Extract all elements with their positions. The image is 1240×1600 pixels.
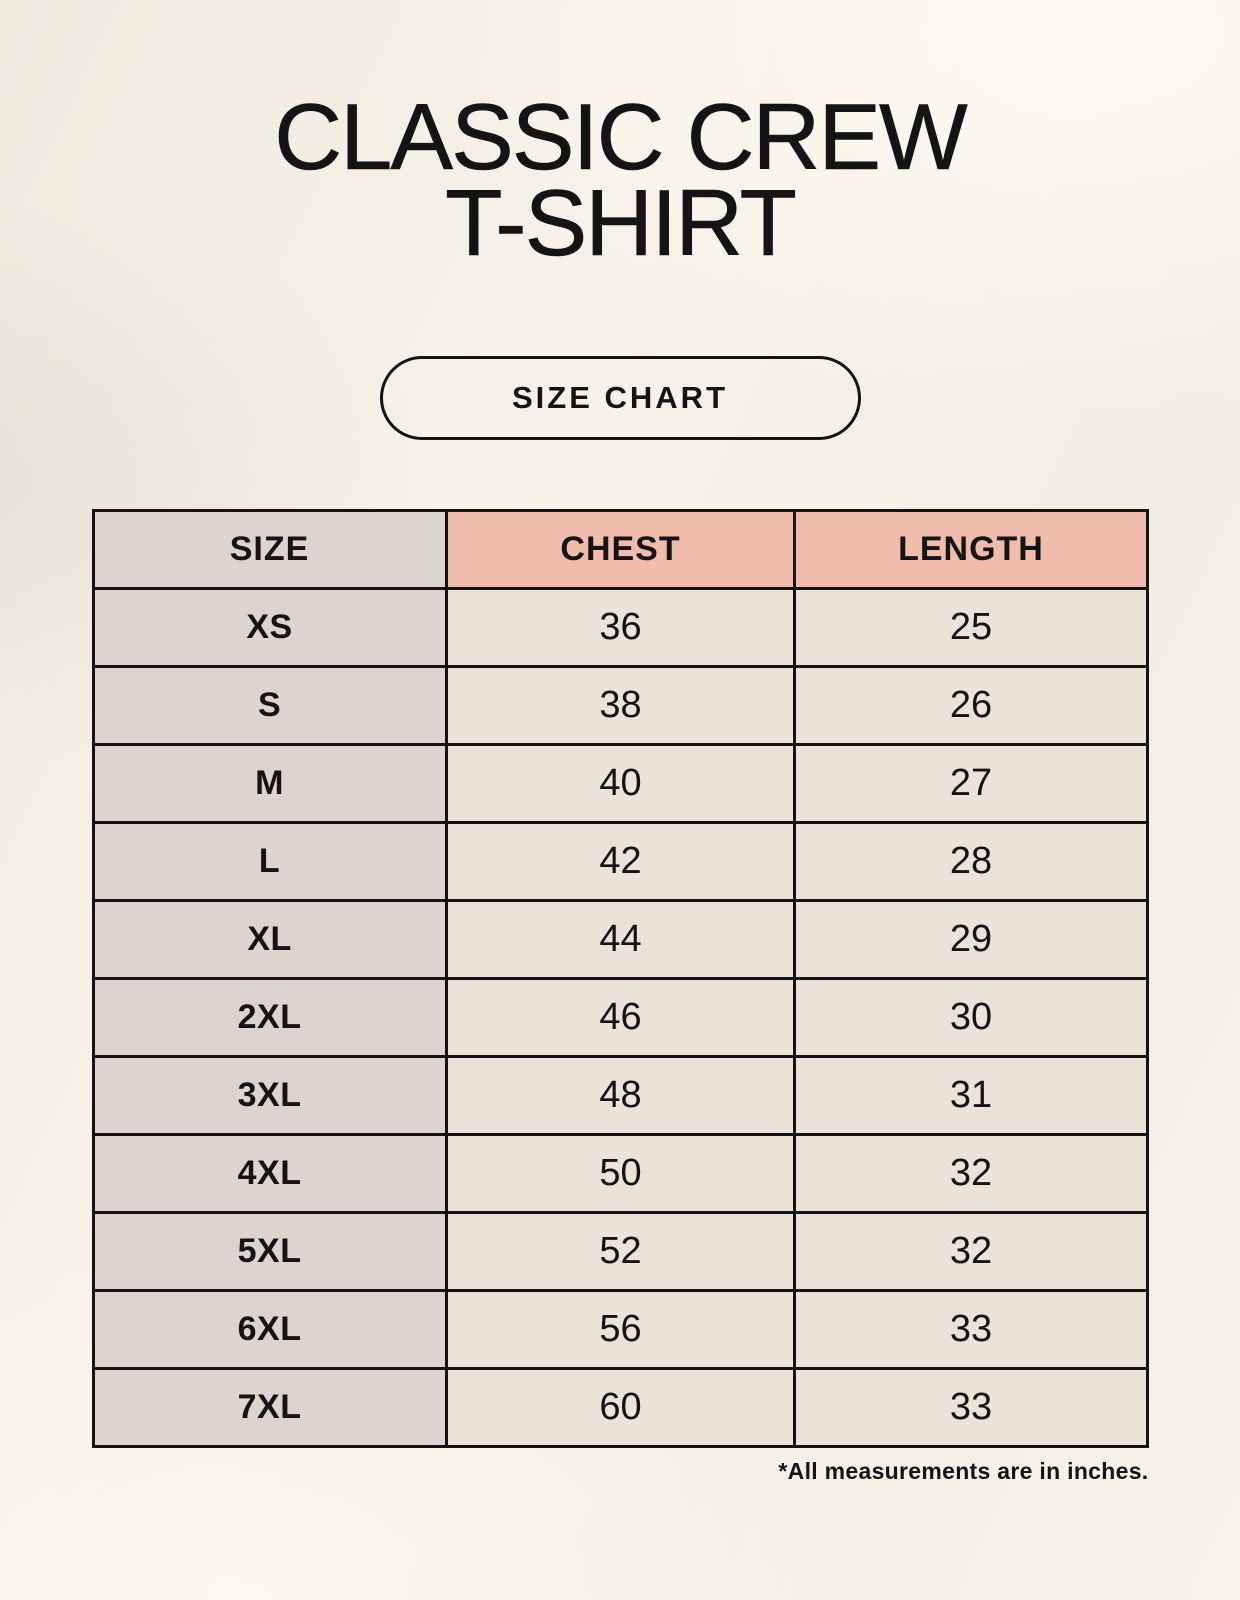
size-cell: XL — [91, 899, 448, 980]
table-row: 3XL 48 31 — [91, 1055, 1149, 1136]
size-cell: L — [91, 821, 448, 902]
table-row: XS 36 25 — [91, 587, 1149, 668]
table-row: 5XL 52 32 — [91, 1211, 1149, 1292]
length-cell: 28 — [793, 821, 1149, 902]
size-chart-button[interactable]: SIZE CHART — [379, 356, 861, 440]
size-chart-table: SIZE CHEST LENGTH XS 36 25 S 38 26 M 40 … — [91, 509, 1149, 1448]
length-cell: 27 — [793, 743, 1149, 824]
page-title-line-2: T-SHIRT — [445, 170, 797, 275]
chest-cell: 42 — [444, 821, 797, 902]
chest-cell: 38 — [444, 665, 797, 746]
column-header-chest: CHEST — [444, 509, 797, 590]
size-cell: XS — [91, 587, 448, 668]
length-cell: 33 — [793, 1367, 1149, 1448]
length-cell: 33 — [793, 1289, 1149, 1370]
table-row: L 42 28 — [91, 821, 1149, 902]
table-row: XL 44 29 — [91, 899, 1149, 980]
table-row: 2XL 46 30 — [91, 977, 1149, 1058]
length-cell: 26 — [793, 665, 1149, 746]
table-row: 6XL 56 33 — [91, 1289, 1149, 1370]
length-cell: 31 — [793, 1055, 1149, 1136]
chest-cell: 60 — [444, 1367, 797, 1448]
chest-cell: 50 — [444, 1133, 797, 1214]
table-row: 7XL 60 33 — [91, 1367, 1149, 1448]
length-cell: 32 — [793, 1211, 1149, 1292]
chest-cell: 36 — [444, 587, 797, 668]
column-header-size: SIZE — [91, 509, 448, 590]
chest-cell: 48 — [444, 1055, 797, 1136]
size-cell: 7XL — [91, 1367, 448, 1448]
length-cell: 25 — [793, 587, 1149, 668]
measurements-footnote: *All measurements are in inches. — [778, 1458, 1149, 1484]
size-cell: M — [91, 743, 448, 824]
chest-cell: 52 — [444, 1211, 797, 1292]
length-cell: 29 — [793, 899, 1149, 980]
size-cell: 2XL — [91, 977, 448, 1058]
size-cell: S — [91, 665, 448, 746]
chest-cell: 56 — [444, 1289, 797, 1370]
page-title-line-1: CLASSIC CREW — [274, 84, 968, 189]
size-cell: 4XL — [91, 1133, 448, 1214]
size-cell: 3XL — [91, 1055, 448, 1136]
table-row: S 38 26 — [91, 665, 1149, 746]
size-cell: 6XL — [91, 1289, 448, 1370]
table-row: 4XL 50 32 — [91, 1133, 1149, 1214]
length-cell: 32 — [793, 1133, 1149, 1214]
length-cell: 30 — [793, 977, 1149, 1058]
table-header-row: SIZE CHEST LENGTH — [91, 509, 1149, 590]
chest-cell: 44 — [444, 899, 797, 980]
size-cell: 5XL — [91, 1211, 448, 1292]
chest-cell: 46 — [444, 977, 797, 1058]
page-title: CLASSIC CREW T-SHIRT — [0, 0, 1240, 275]
chest-cell: 40 — [444, 743, 797, 824]
table-row: M 40 27 — [91, 743, 1149, 824]
column-header-length: LENGTH — [793, 509, 1149, 590]
